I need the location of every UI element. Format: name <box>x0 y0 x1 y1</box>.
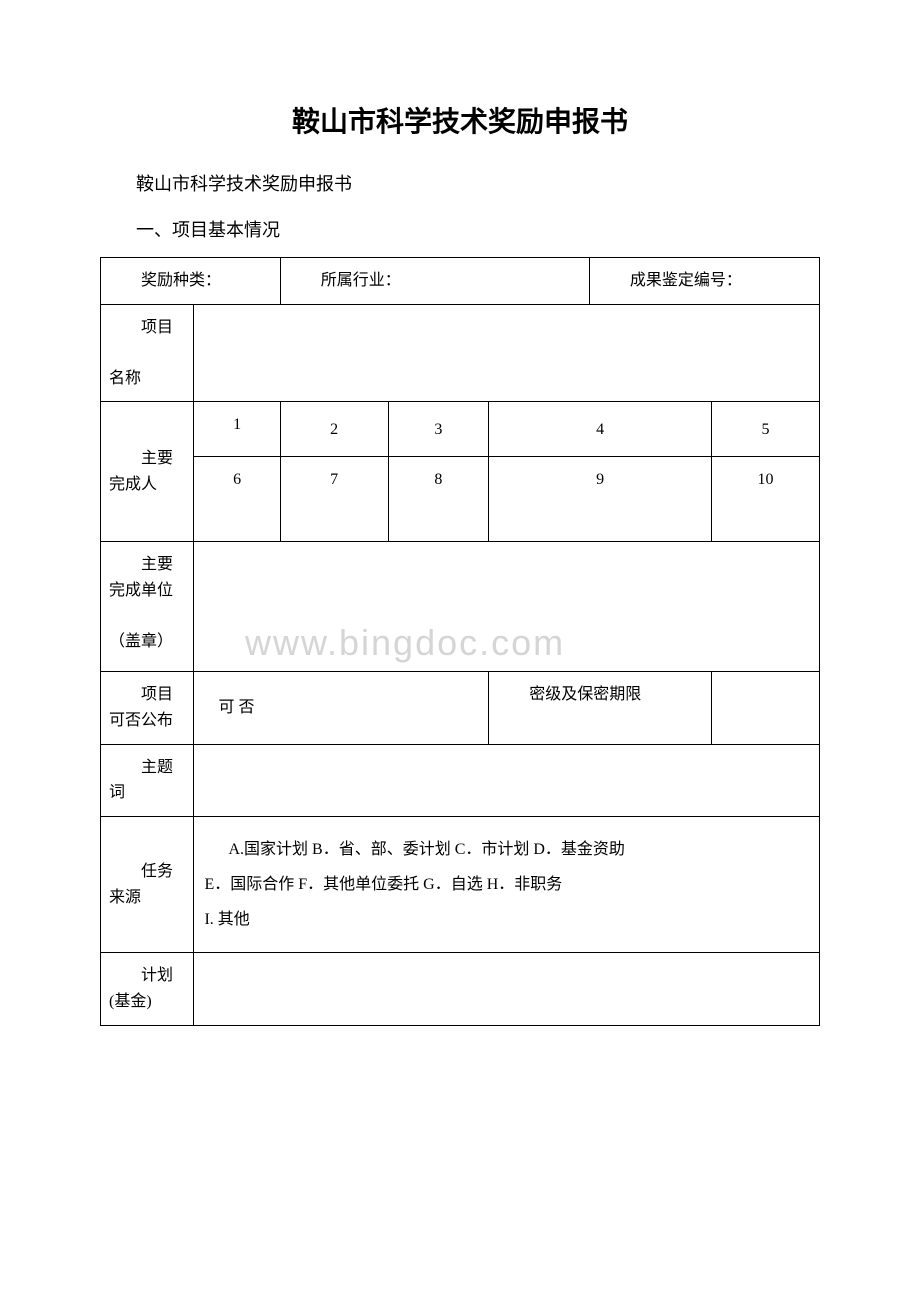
cell-n6: 6 <box>194 457 280 542</box>
row-main-unit: 主要完成单位 （盖章） <box>101 542 820 672</box>
row-header: 奖励种类： 所属行业： 成果鉴定编号： <box>101 258 820 305</box>
field-main-unit <box>194 542 820 672</box>
label-plan-fund: 计划(基金) <box>101 953 194 1025</box>
label-result-id: 成果鉴定编号： <box>589 258 819 305</box>
field-plan-fund <box>194 953 820 1025</box>
cell-n2: 2 <box>280 402 388 457</box>
field-secrecy <box>712 672 820 744</box>
row-people-2: 6 7 8 9 10 <box>101 457 820 542</box>
cell-n8: 8 <box>388 457 489 542</box>
cell-n5: 5 <box>712 402 820 457</box>
form-table: 奖励种类： 所属行业： 成果鉴定编号： 项目 名称 主要完成人 1 2 3 4 … <box>100 257 820 1026</box>
row-task-source: 任务来源 A.国家计划 B．省、部、委计划 C．市计划 D．基金资助 E．国际合… <box>101 816 820 953</box>
source-line3: I. 其他 <box>204 902 249 937</box>
field-subject <box>194 744 820 816</box>
row-publish: 项目可否公布 可 否 密级及保密期限 <box>101 672 820 744</box>
subtitle-text: 鞍山市科学技术奖励申报书 <box>100 170 820 196</box>
project-name-line1: 项目 <box>141 319 173 336</box>
label-industry: 所属行业： <box>280 258 589 305</box>
source-line2: E．国际合作 F．其他单位委托 G．自选 H．非职务 <box>204 876 562 893</box>
project-name-line2: 名称 <box>109 370 141 387</box>
cell-n10: 10 <box>712 457 820 542</box>
cell-n3: 3 <box>388 402 489 457</box>
field-task-source: A.国家计划 B．省、部、委计划 C．市计划 D．基金资助 E．国际合作 F．其… <box>194 816 820 953</box>
cell-n4: 4 <box>489 402 712 457</box>
label-main-unit: 主要完成单位 （盖章） <box>101 542 194 672</box>
cell-n9: 9 <box>489 457 712 542</box>
main-unit-line1: 主要完成单位 <box>109 556 173 599</box>
field-yes-no: 可 否 <box>194 672 489 744</box>
field-project-name <box>194 304 820 402</box>
row-people-1: 主要完成人 1 2 3 4 5 <box>101 402 820 457</box>
page-title: 鞍山市科学技术奖励申报书 <box>100 100 820 140</box>
page-container: 鞍山市科学技术奖励申报书 鞍山市科学技术奖励申报书 一、项目基本情况 奖励种类：… <box>100 100 820 1026</box>
row-plan-fund: 计划(基金) <box>101 953 820 1025</box>
row-subject: 主题 词 <box>101 744 820 816</box>
label-secrecy: 密级及保密期限 <box>489 672 712 744</box>
label-subject: 主题 词 <box>101 744 194 816</box>
label-project-name: 项目 名称 <box>101 304 194 402</box>
cell-n1: 1 <box>194 402 280 457</box>
main-unit-line2: （盖章） <box>109 633 173 650</box>
row-project-name: 项目 名称 <box>101 304 820 402</box>
num-7: 7 <box>330 471 338 488</box>
label-task-source: 任务来源 <box>101 816 194 953</box>
cell-n7: 7 <box>280 457 388 542</box>
label-can-publish: 项目可否公布 <box>101 672 194 744</box>
source-line1: A.国家计划 B．省、部、委计划 C．市计划 D．基金资助 <box>228 841 624 858</box>
label-main-people: 主要完成人 <box>101 402 194 542</box>
label-award-type: 奖励种类： <box>101 258 281 305</box>
section-header: 一、项目基本情况 <box>100 216 820 242</box>
